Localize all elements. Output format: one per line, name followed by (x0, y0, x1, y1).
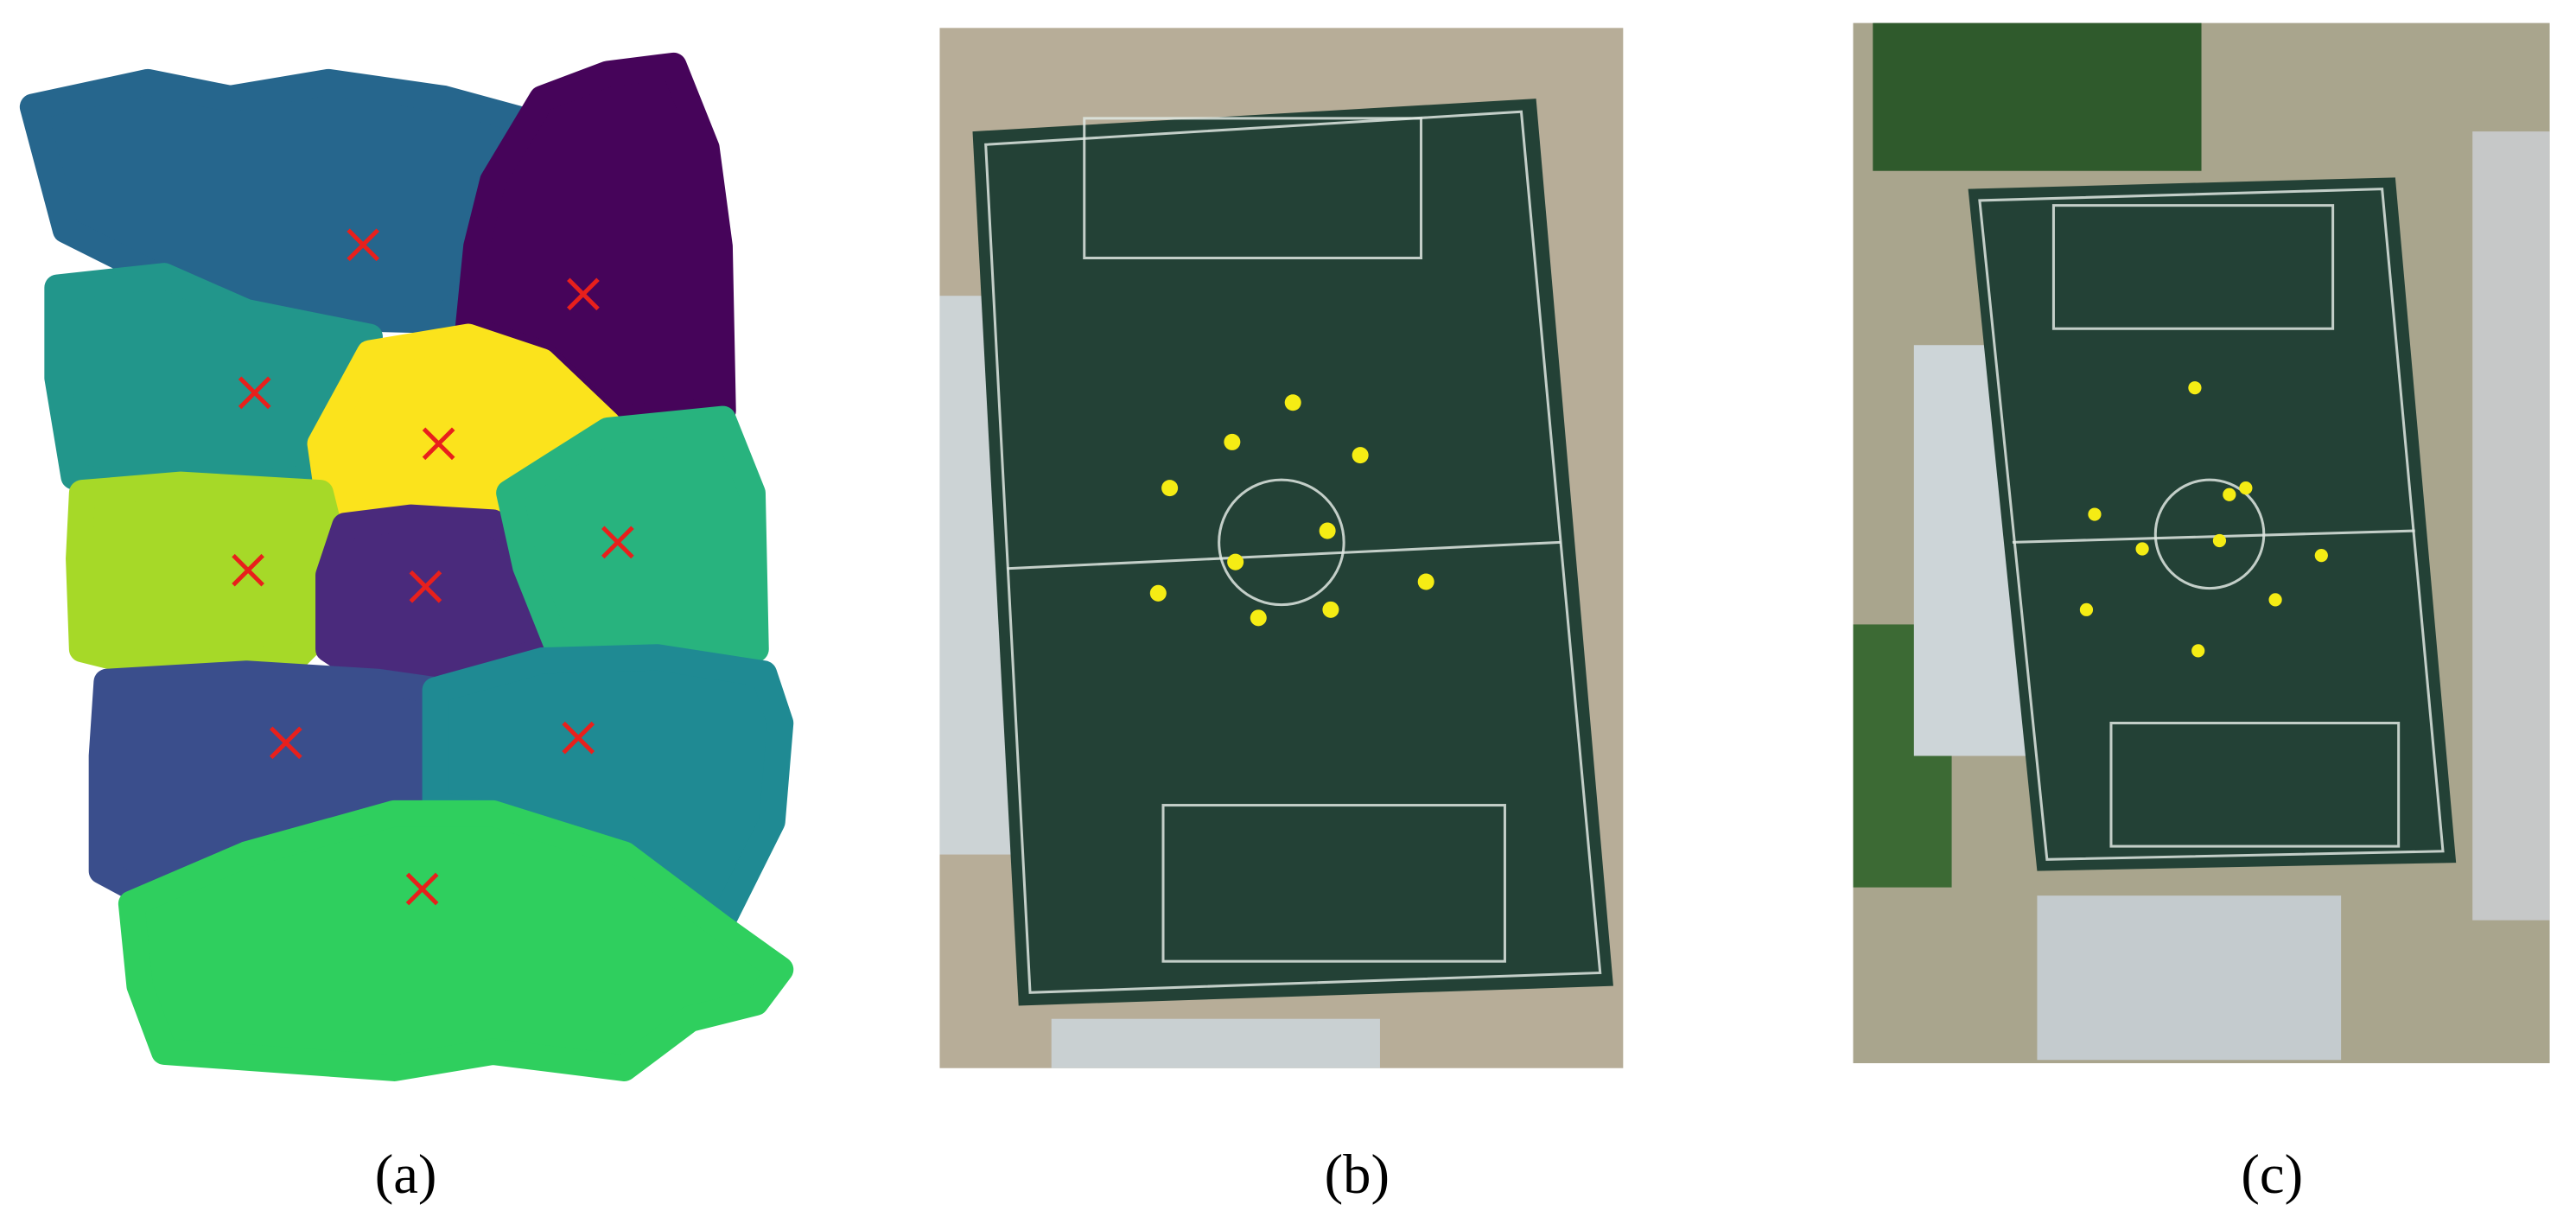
panel-label: (a) (375, 1143, 437, 1205)
panel-label: (c) (2241, 1143, 2303, 1205)
panel-b (939, 28, 1624, 1068)
player-dots (1149, 394, 1434, 627)
region (66, 471, 350, 679)
region (118, 800, 794, 1081)
centroid-markers (232, 228, 634, 906)
region (455, 52, 736, 432)
player-dots (2079, 381, 2328, 658)
region (496, 405, 769, 671)
panel-label: (b) (1325, 1143, 1390, 1205)
panel-a (19, 52, 794, 1081)
panel-c (1853, 22, 2550, 1064)
